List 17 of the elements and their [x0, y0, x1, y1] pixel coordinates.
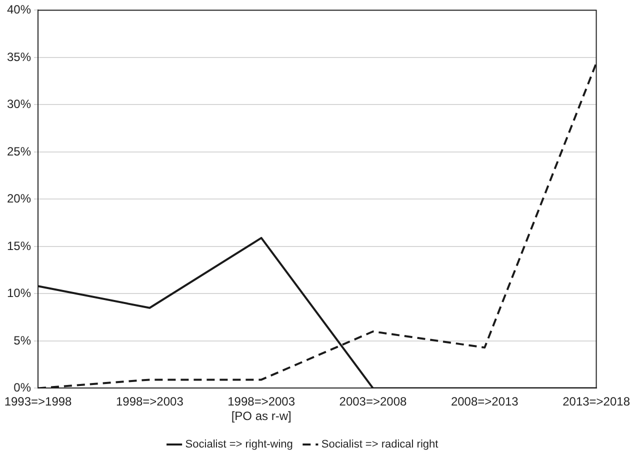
x-tick-label: 1993=>1998 [4, 394, 72, 409]
y-tick-label: 25% [6, 144, 32, 158]
legend-label: Socialist => radical right [321, 438, 438, 451]
x-tick-label: 1998=>2003 [PO as r-w] [228, 394, 296, 424]
x-tick-label: 1998=>2003 [116, 394, 184, 409]
x-tick-label: 2003=>2008 [339, 394, 408, 409]
y-tick-label: 20% [6, 192, 32, 206]
y-tick-label: 10% [6, 286, 32, 300]
y-tick-label: 0% [14, 380, 32, 395]
x-tick-label: 2013=>2018 [562, 394, 630, 409]
y-tick-label: 35% [6, 50, 32, 64]
y-tick-label: 15% [6, 238, 32, 253]
y-tick-label: 5% [14, 333, 32, 348]
x-tick-label: 2008=>2013 [450, 394, 519, 409]
y-tick-label: 40% [6, 2, 32, 17]
y-tick-label: 30% [6, 97, 32, 112]
legend-label: Socialist => right-wing [185, 438, 293, 451]
